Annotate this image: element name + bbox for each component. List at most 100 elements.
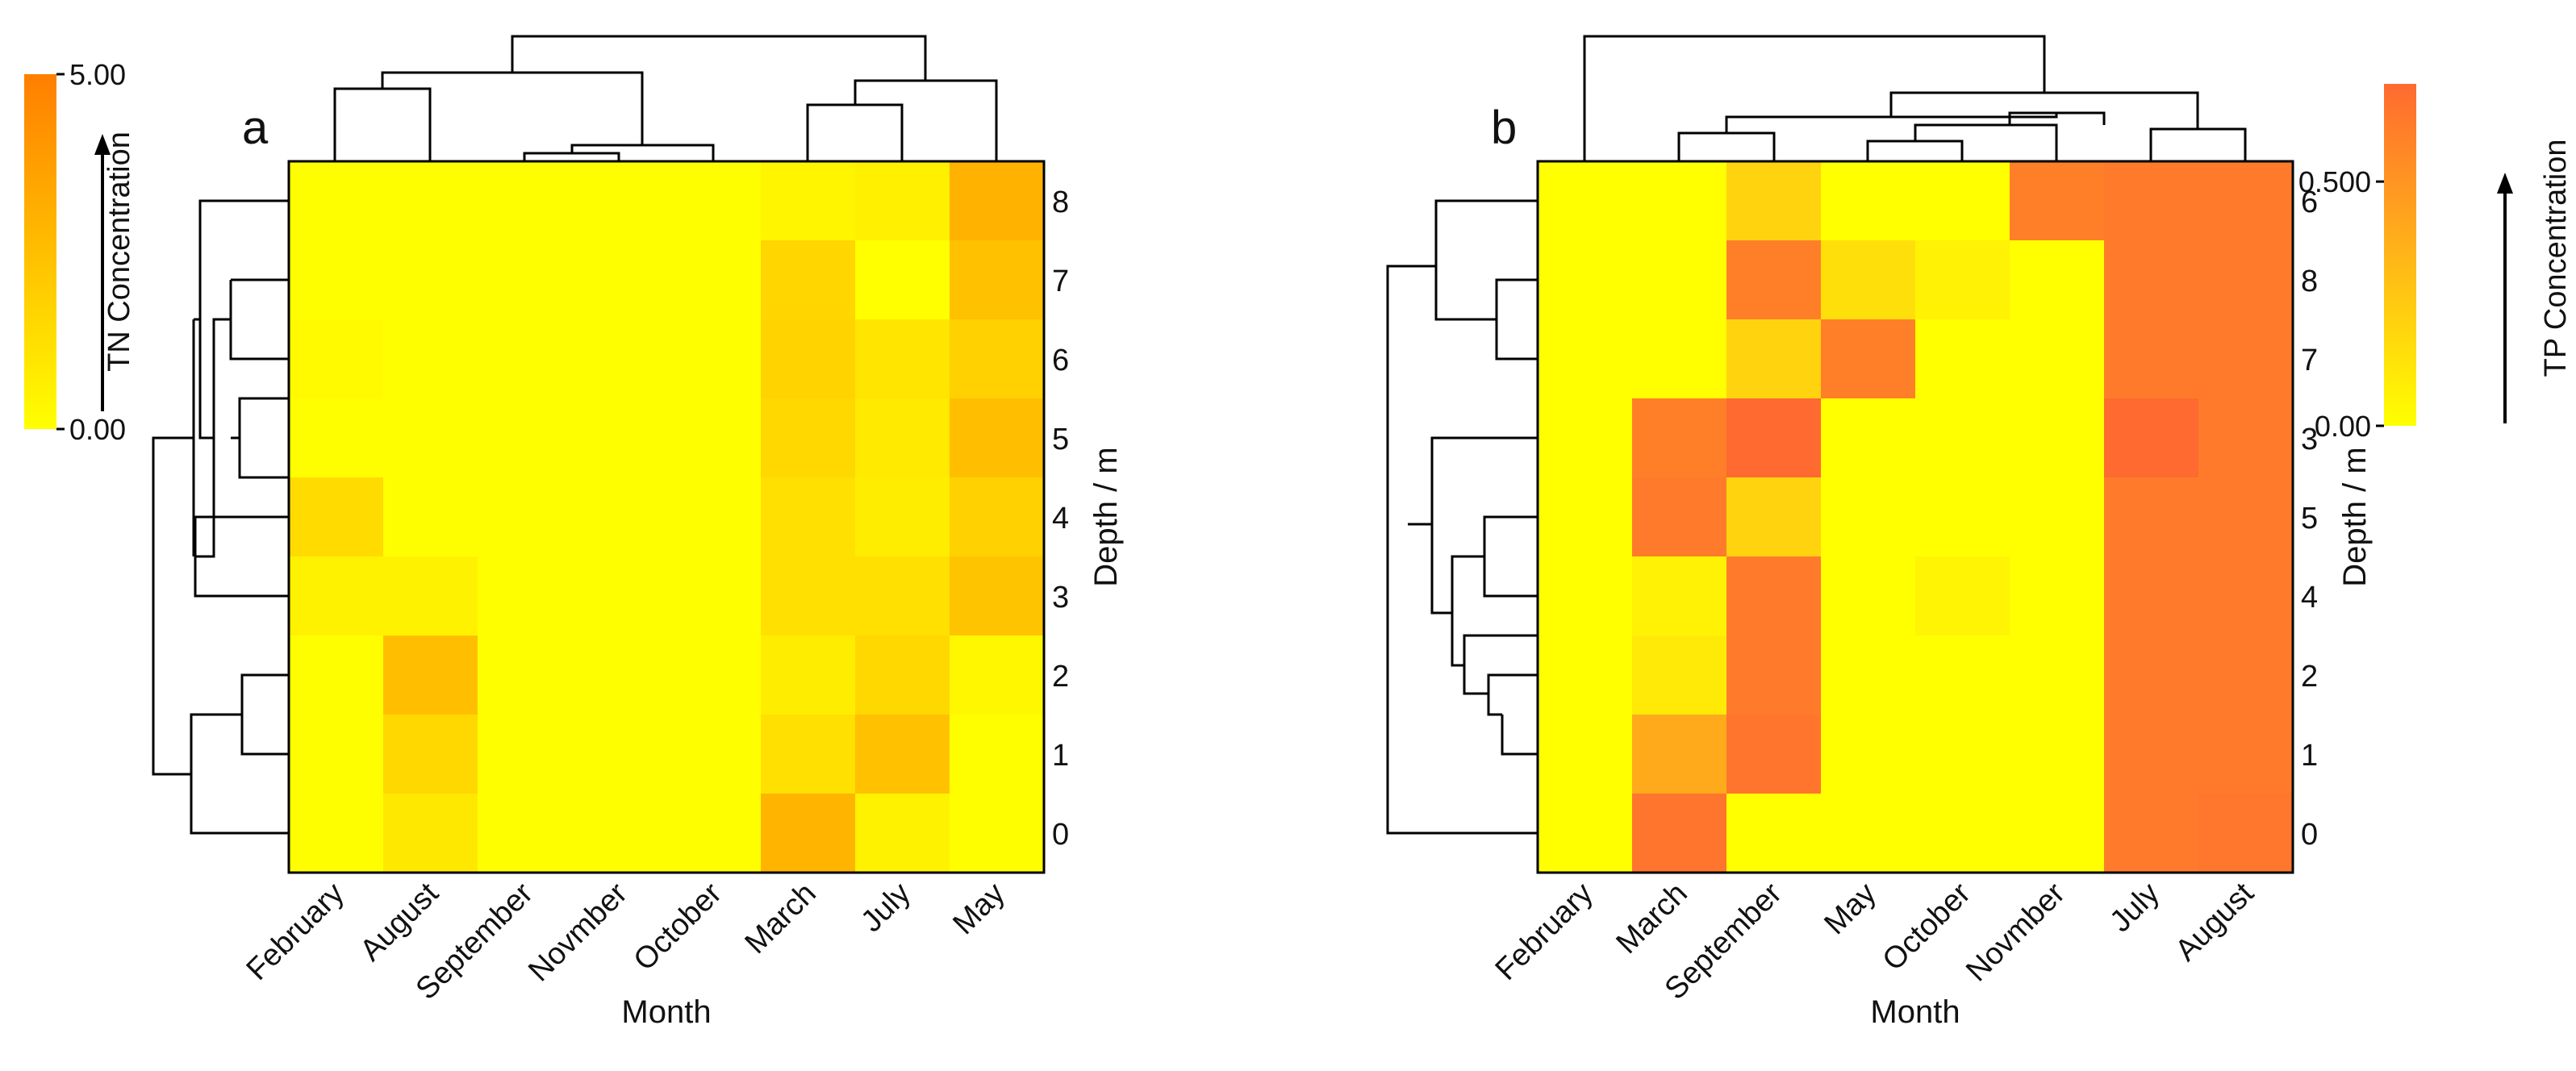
- colorbar-label-b: TP Concentration: [2539, 139, 2573, 377]
- heatmap-cell: [1538, 715, 1633, 794]
- heatmap-cell: [950, 161, 1045, 241]
- heatmap-b-cells: [1538, 161, 2294, 873]
- heatmap-cell: [1726, 398, 1822, 478]
- colorbar-ticks-b: 0.00 0.500: [2298, 165, 2384, 443]
- y-tick-label: 1: [1052, 739, 1069, 773]
- x-tick-label: May: [946, 877, 1011, 941]
- colorbar-tick-label: 5.00: [69, 58, 126, 91]
- heatmap-cell: [855, 319, 950, 399]
- heatmap-cell: [1538, 556, 1633, 636]
- heatmap-cell: [1632, 319, 1727, 399]
- heatmap-cell: [950, 319, 1045, 399]
- heatmap-cell: [2198, 240, 2294, 320]
- heatmap-cell: [855, 240, 950, 320]
- colorbar-tick-label: 0.00: [69, 413, 126, 446]
- y-tick-label: 8: [1052, 185, 1069, 219]
- x-tick-label: February: [1489, 877, 1600, 987]
- heatmap-cell: [1726, 161, 1822, 241]
- y-tick-label: 0: [1052, 818, 1069, 852]
- heatmap-cell: [1821, 319, 1916, 399]
- panel-label-a: a: [242, 102, 269, 154]
- y-tick-label: 3: [1052, 581, 1069, 615]
- heatmap-cell: [2198, 477, 2294, 557]
- heatmap-cell: [1915, 240, 2010, 320]
- y-tick-label: 6: [2301, 185, 2318, 219]
- heatmap-cell: [950, 636, 1045, 715]
- heatmap-cell: [383, 398, 478, 478]
- heatmap-cell: [2198, 398, 2294, 478]
- heatmap-cell: [572, 794, 667, 873]
- heatmap-cell: [1915, 636, 2010, 715]
- heatmap-cell: [478, 161, 573, 241]
- heatmap-cell: [1632, 398, 1727, 478]
- heatmap-cell: [1821, 398, 1916, 478]
- heatmap-cell: [1538, 636, 1633, 715]
- heatmap-cell: [2104, 398, 2199, 478]
- x-tick-label: August: [354, 876, 446, 968]
- y-axis-label-b: Depth / m: [2337, 447, 2373, 586]
- dendrogram-top-b: [1583, 35, 2247, 161]
- heatmap-cell: [1915, 477, 2010, 557]
- heatmap-cell: [2104, 161, 2199, 241]
- heatmap-cell: [666, 556, 762, 636]
- heatmap-cell: [383, 161, 478, 241]
- heatmap-cell: [1915, 715, 2010, 794]
- x-tick-label: March: [1610, 877, 1694, 961]
- heatmap-cell: [2104, 556, 2199, 636]
- heatmap-cell: [1538, 240, 1633, 320]
- heatmap-cell: [1632, 477, 1727, 557]
- heatmap-cell: [1821, 556, 1916, 636]
- heatmap-cell: [1538, 319, 1633, 399]
- y-tick-label: 4: [2301, 581, 2318, 615]
- heatmap-cell: [1821, 636, 1916, 715]
- heatmap-cell: [383, 556, 478, 636]
- heatmap-cell: [761, 636, 856, 715]
- heatmap-cell: [2198, 715, 2294, 794]
- heatmap-cell: [383, 715, 478, 794]
- y-tick-label: 7: [2301, 344, 2318, 377]
- heatmap-cell: [855, 161, 950, 241]
- heatmap-cell: [950, 556, 1045, 636]
- heatmap-cell: [289, 556, 384, 636]
- heatmap-cell: [1538, 398, 1633, 478]
- x-tick-label: February: [240, 877, 351, 987]
- colorbar-tick-label: 0.500: [2298, 165, 2371, 198]
- heatmap-cell: [666, 161, 762, 241]
- y-tick-label: 3: [2301, 423, 2318, 456]
- heatmap-cell: [666, 477, 762, 557]
- heatmap-cell: [2104, 240, 2199, 320]
- heatmap-cell: [950, 794, 1045, 873]
- dendrogram-left-a: [152, 199, 289, 835]
- heatmap-cell: [761, 556, 856, 636]
- heatmap-cell: [1821, 715, 1916, 794]
- colorbar-b: [2384, 84, 2416, 426]
- heatmap-cell: [289, 794, 384, 873]
- heatmap-cell: [572, 240, 667, 320]
- heatmap-cell: [2104, 477, 2199, 557]
- heatmap-cell: [855, 477, 950, 557]
- y-tick-label: 2: [1052, 660, 1069, 694]
- heatmap-cell: [1632, 161, 1727, 241]
- x-tick-label: March: [739, 877, 823, 961]
- heatmap-cell: [2198, 794, 2294, 873]
- heatmap-cell: [572, 319, 667, 399]
- x-tick-label: October: [628, 876, 729, 977]
- heatmap-cell: [2010, 477, 2105, 557]
- heatmap-cell: [1726, 636, 1822, 715]
- heatmap-cell: [2104, 794, 2199, 873]
- heatmap-cell: [383, 794, 478, 873]
- heatmap-cell: [666, 398, 762, 478]
- heatmap-cell: [289, 636, 384, 715]
- heatmap-cell: [572, 477, 667, 557]
- heatmap-cell: [1632, 556, 1727, 636]
- heatmap-cell: [666, 636, 762, 715]
- y-tick-label: 7: [1052, 265, 1069, 298]
- heatmap-cell: [855, 715, 950, 794]
- heatmap-cell: [1538, 477, 1633, 557]
- heatmap-cell: [950, 477, 1045, 557]
- heatmap-cell: [2198, 636, 2294, 715]
- heatmap-cell: [761, 398, 856, 478]
- y-axis-label-a: Depth / m: [1088, 447, 1124, 586]
- heatmap-cell: [478, 477, 573, 557]
